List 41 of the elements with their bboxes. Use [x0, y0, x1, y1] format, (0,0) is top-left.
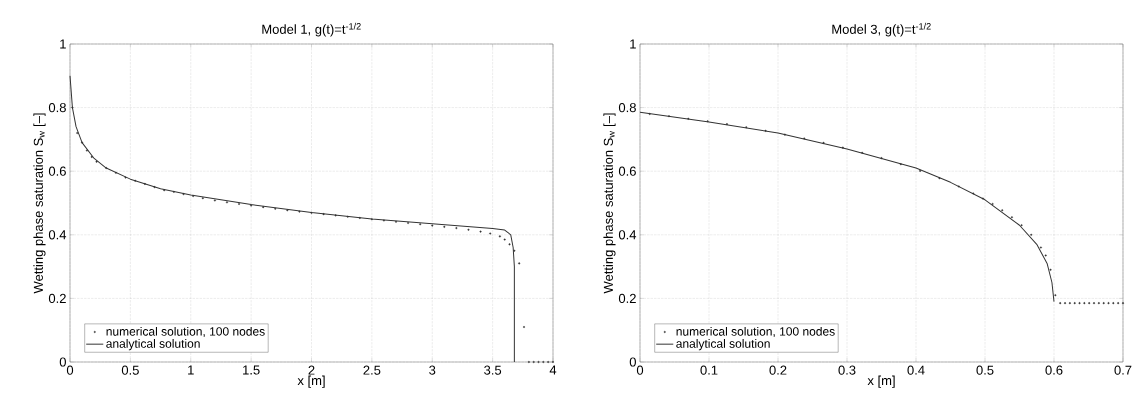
x-tick-label: 0.4	[907, 365, 925, 375]
x-tick-label: 0.6	[1045, 365, 1063, 375]
y-tick-label: 0	[629, 357, 636, 367]
x-tick-label: 0.5	[976, 365, 994, 375]
x-tick-label: 0.5	[121, 365, 139, 375]
x-axis-title: x [m]	[297, 375, 325, 388]
y-tick-label: 0.6	[618, 166, 636, 176]
x-tick-label: 0	[66, 365, 74, 375]
x-tick-label: 0.7	[1114, 365, 1132, 375]
y-tick-label: 0.4	[48, 230, 67, 240]
y-tick-label: 0	[59, 357, 66, 367]
x-tick-label: 0.2	[769, 365, 787, 375]
x-tick-label: 2	[308, 365, 315, 375]
y-tick-label: 0.8	[618, 102, 636, 113]
x-axis-title: x [m]	[867, 375, 895, 388]
x-tick-label: 1	[188, 365, 194, 375]
line-series	[69, 75, 515, 363]
y-tick-label: 0.2	[618, 293, 636, 303]
x-tick-label: 0.1	[700, 365, 718, 375]
x-tick-label: 2.5	[363, 365, 381, 375]
y-axis-title: Wetting phase saturation S$_{w}$ [–]	[33, 113, 46, 294]
y-axis-title: Wetting phase saturation S$_{w}$ [–]	[603, 113, 616, 294]
y-tick-label: 0.6	[48, 166, 66, 176]
legend-label: analytical solution	[106, 339, 200, 351]
y-tick-label: 0.2	[48, 293, 66, 303]
y-tick-label: 0.4	[618, 230, 637, 240]
x-tick-label: 0	[636, 365, 644, 375]
chart-title: Model 1, g(t)=t$^{-1/2}$	[262, 22, 361, 37]
chart-title: Model 3, g(t)=t$^{-1/2}$	[832, 22, 931, 37]
y-tick-label: 0.8	[48, 102, 66, 113]
y-tick-label: 1	[630, 39, 636, 49]
y-tick-label: 1	[60, 39, 66, 49]
line-series	[639, 111, 1055, 303]
x-tick-label: 3.5	[484, 365, 502, 375]
x-tick-label: 1.5	[243, 365, 260, 375]
x-tick-label: 4	[549, 365, 557, 375]
x-tick-label: 3	[429, 365, 436, 375]
legend-label: numerical solution, 100 nodes	[106, 326, 265, 338]
x-tick-label: 0.3	[838, 365, 856, 375]
legend-label: analytical solution	[676, 339, 770, 351]
legend-label: numerical solution, 100 nodes	[676, 326, 835, 338]
